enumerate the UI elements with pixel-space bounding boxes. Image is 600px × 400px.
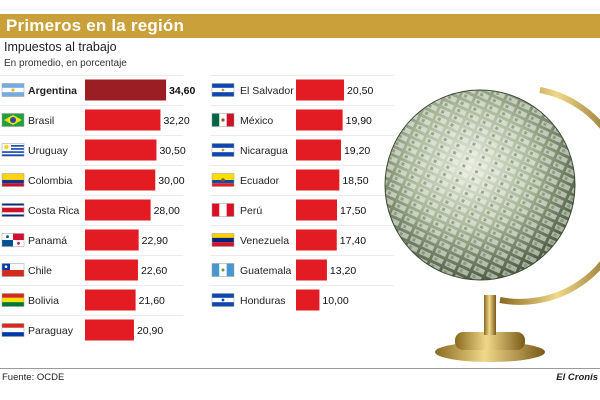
nicaragua-flag-icon bbox=[211, 143, 235, 157]
bar-paraguay bbox=[85, 319, 134, 341]
value-label-paraguay: 20,90 bbox=[137, 325, 163, 337]
value-label-panama: 22,90 bbox=[142, 235, 168, 247]
category-label-colombia: Colombia bbox=[28, 175, 73, 187]
bar-argentina bbox=[85, 79, 167, 101]
source-note: Fuente: OCDE bbox=[2, 372, 65, 383]
peru-flag-icon bbox=[211, 203, 235, 217]
value-label-mexico: 19,90 bbox=[346, 115, 372, 127]
bar-bolivia bbox=[85, 289, 136, 311]
el-salvador-flag-icon bbox=[211, 83, 235, 97]
mexico-flag-icon bbox=[211, 113, 235, 127]
title-bar: Primeros en la región bbox=[0, 14, 600, 38]
bar-honduras bbox=[296, 289, 320, 311]
value-label-el-salvador: 20,50 bbox=[347, 85, 373, 97]
bar-ecuador bbox=[296, 169, 340, 191]
value-label-costa-rica: 28,00 bbox=[154, 205, 180, 217]
venezuela-flag-icon bbox=[211, 233, 235, 247]
value-label-uruguay: 30,50 bbox=[159, 145, 185, 157]
value-label-honduras: 10,00 bbox=[322, 295, 348, 307]
value-label-colombia: 30,00 bbox=[158, 175, 184, 187]
category-label-costa-rica: Costa Rica bbox=[28, 205, 80, 217]
bar-chile bbox=[85, 259, 138, 281]
chart-subtitle: Impuestos al trabajo bbox=[4, 40, 117, 54]
bar-venezuela bbox=[296, 229, 337, 251]
footer-divider bbox=[0, 368, 600, 369]
value-label-bolivia: 21,60 bbox=[139, 295, 165, 307]
bar-peru bbox=[296, 199, 337, 221]
panama-flag-icon bbox=[1, 233, 25, 247]
bar-panama bbox=[85, 229, 139, 251]
category-label-brasil: Brasil bbox=[28, 115, 54, 127]
value-label-guatemala: 13,20 bbox=[330, 265, 356, 277]
category-label-peru: Perú bbox=[240, 205, 262, 217]
category-label-chile: Chile bbox=[28, 265, 52, 277]
category-label-ecuador: Ecuador bbox=[240, 175, 280, 187]
bar-costa-rica bbox=[85, 199, 151, 221]
category-label-mexico: México bbox=[240, 115, 273, 127]
category-label-panama: Panamá bbox=[28, 235, 67, 247]
category-label-paraguay: Paraguay bbox=[28, 325, 74, 337]
guatemala-flag-icon bbox=[211, 263, 235, 277]
bar-mexico bbox=[296, 109, 343, 131]
value-label-peru: 17,50 bbox=[340, 205, 366, 217]
category-label-uruguay: Uruguay bbox=[28, 145, 68, 157]
brazil-flag-icon bbox=[1, 113, 25, 127]
category-label-honduras: Honduras bbox=[240, 295, 286, 307]
bar-el-salvador bbox=[296, 79, 345, 101]
value-label-argentina: 34,60 bbox=[169, 85, 195, 97]
chart-title: Primeros en la región bbox=[6, 16, 185, 35]
bar-nicaragua bbox=[296, 139, 341, 161]
bar-guatemala bbox=[296, 259, 327, 281]
ecuador-flag-icon bbox=[211, 173, 235, 187]
bar-uruguay bbox=[85, 139, 157, 161]
chart-note: En promedio, en porcentaje bbox=[4, 58, 127, 69]
category-label-el-salvador: El Salvador bbox=[240, 85, 294, 97]
money-globe-icon bbox=[380, 70, 600, 370]
value-label-chile: 22,60 bbox=[141, 265, 167, 277]
category-label-argentina: Argentina bbox=[28, 85, 77, 97]
value-label-ecuador: 18,50 bbox=[342, 175, 368, 187]
publisher-brand: El Cronis bbox=[556, 372, 598, 383]
costa-rica-flag-icon bbox=[1, 203, 25, 217]
value-label-venezuela: 17,40 bbox=[340, 235, 366, 247]
bolivia-flag-icon bbox=[1, 293, 25, 307]
uruguay-flag-icon bbox=[1, 143, 25, 157]
argentina-flag-icon bbox=[1, 83, 25, 97]
category-label-bolivia: Bolivia bbox=[28, 295, 59, 307]
bar-colombia bbox=[85, 169, 156, 191]
chile-flag-icon bbox=[1, 263, 25, 277]
category-label-nicaragua: Nicaragua bbox=[240, 145, 288, 157]
category-label-guatemala: Guatemala bbox=[240, 265, 292, 277]
colombia-flag-icon bbox=[1, 173, 25, 187]
bar-brasil bbox=[85, 109, 161, 131]
honduras-flag-icon bbox=[211, 293, 235, 307]
category-label-venezuela: Venezuela bbox=[240, 235, 289, 247]
paraguay-flag-icon bbox=[1, 323, 25, 337]
value-label-brasil: 32,20 bbox=[163, 115, 189, 127]
value-label-nicaragua: 19,20 bbox=[344, 145, 370, 157]
